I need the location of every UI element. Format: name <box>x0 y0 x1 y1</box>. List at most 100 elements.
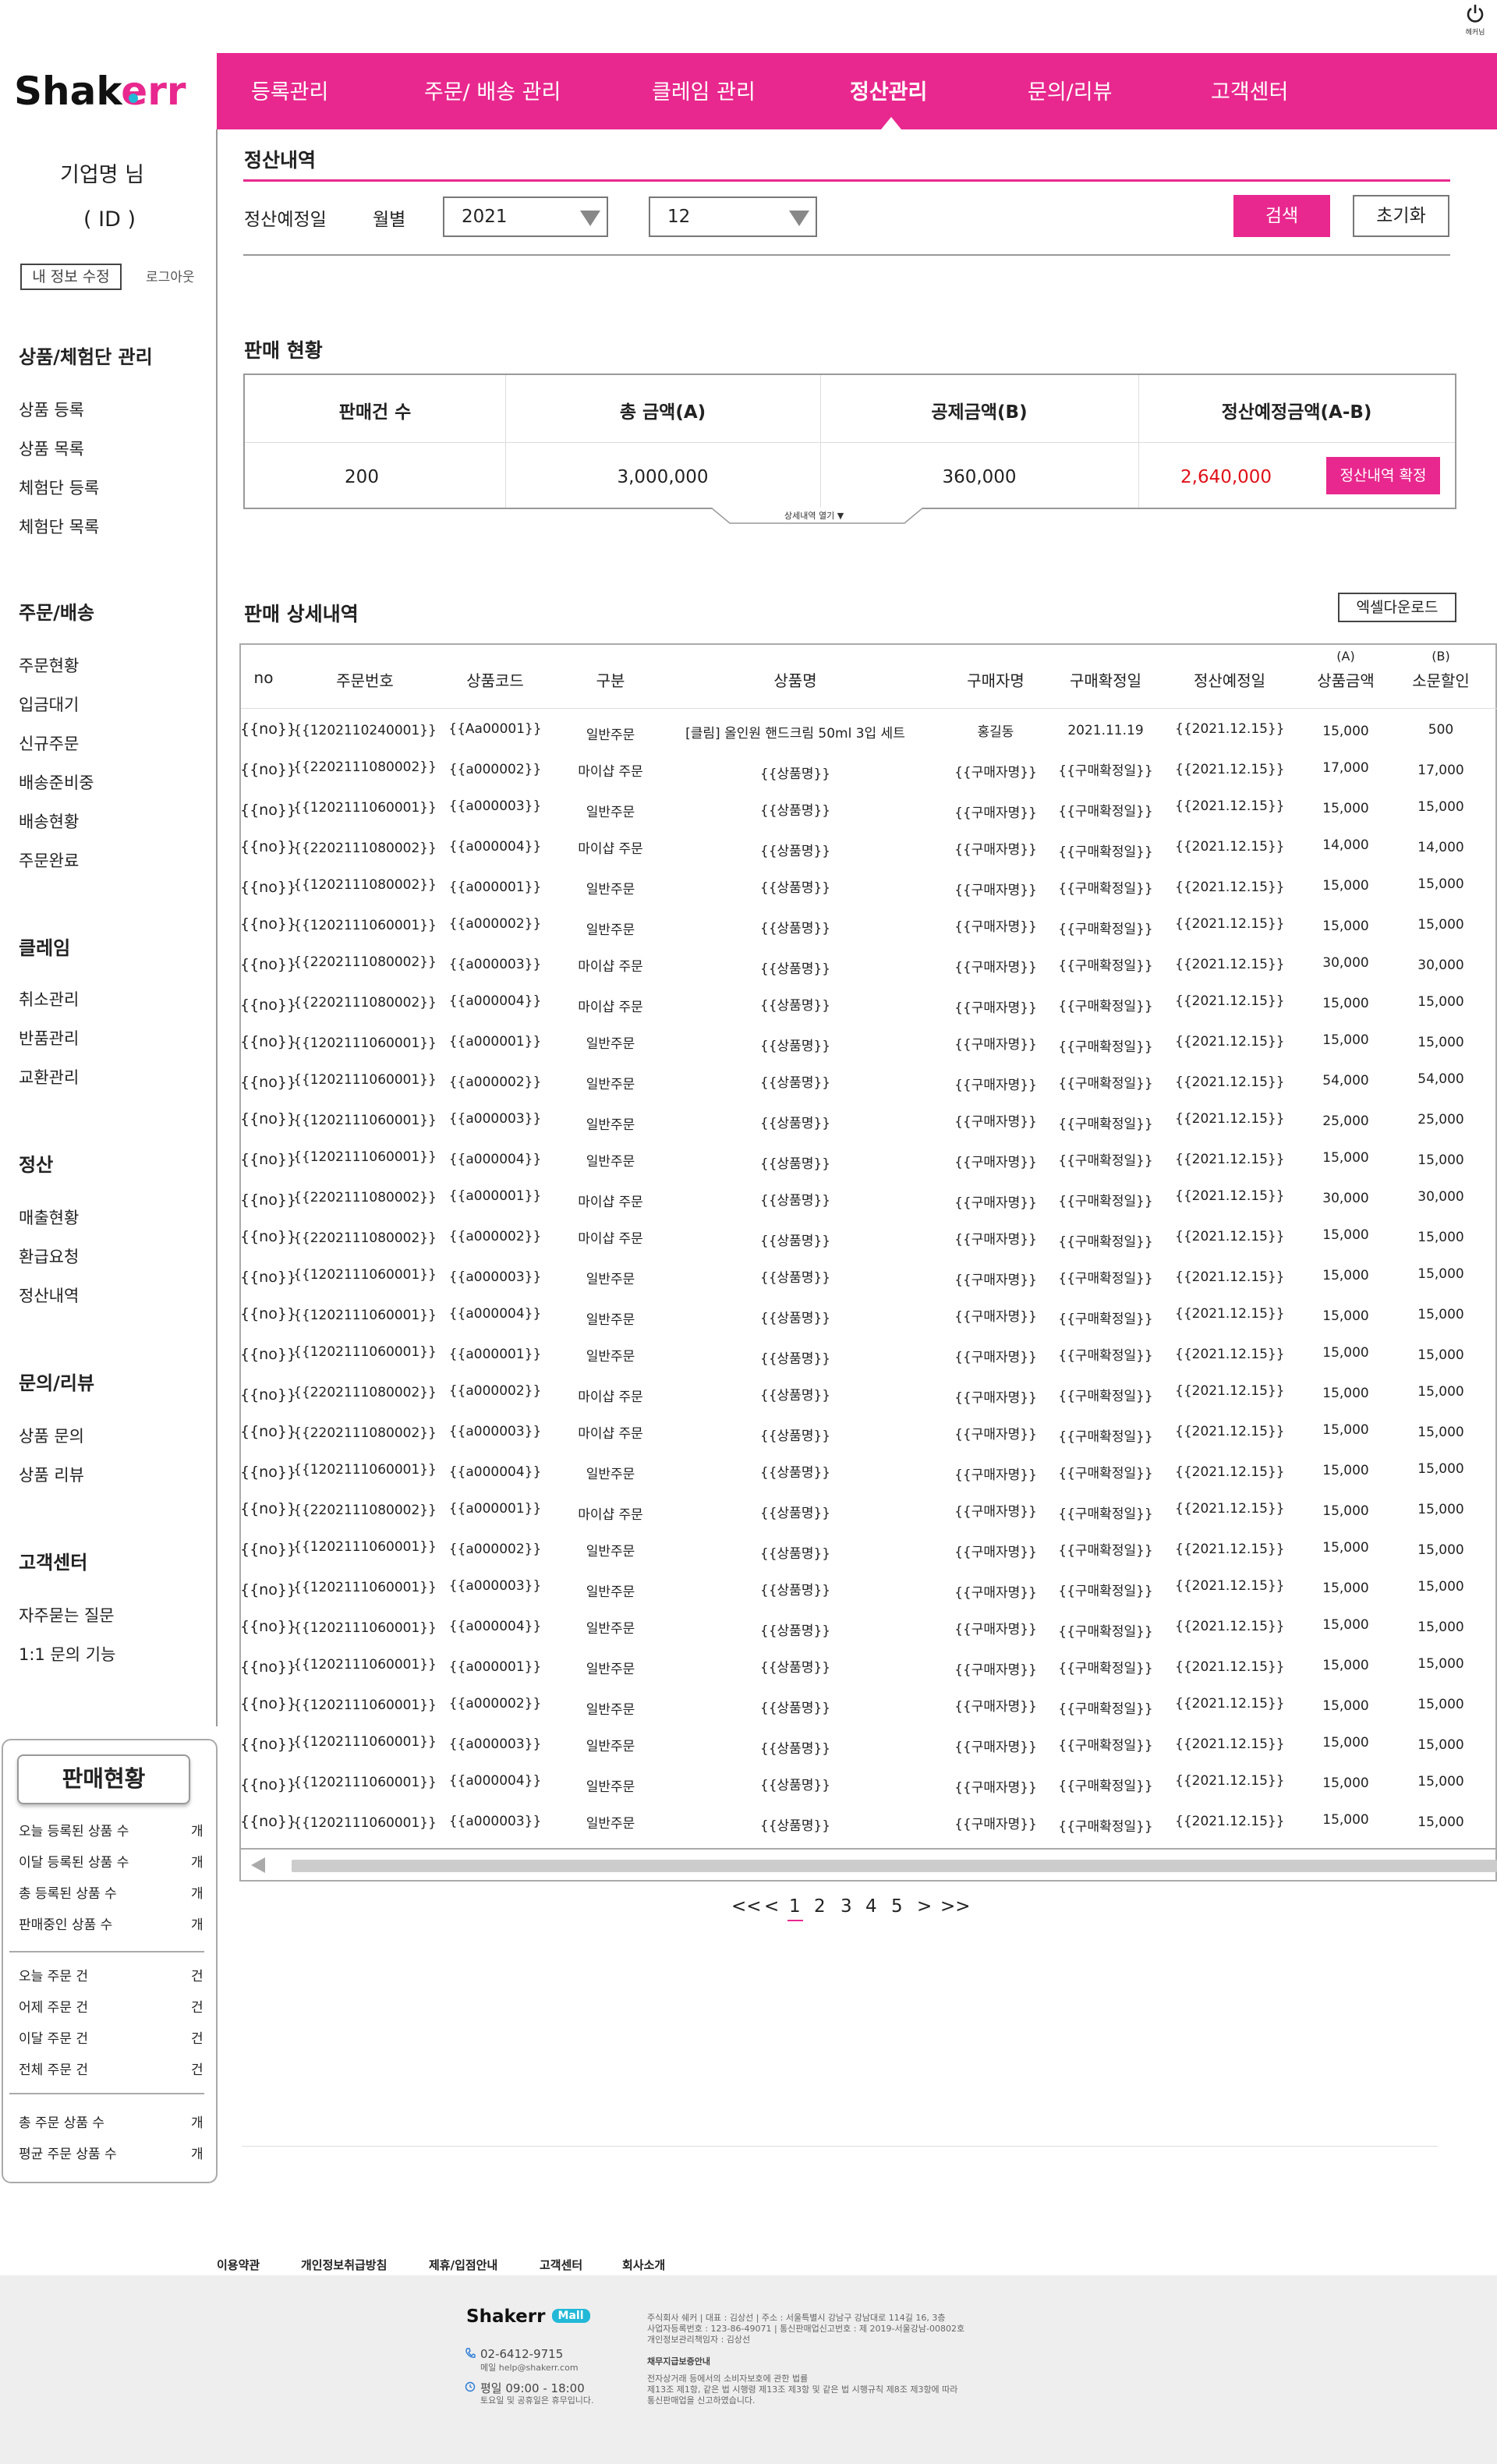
sidebar-item-exchange[interactable]: 교환관리 <box>19 1068 80 1087</box>
cell-discount: 15,000 <box>1417 1425 1464 1440</box>
footer-link-terms[interactable]: 이용약관 <box>217 2258 260 2272</box>
confirm-settlement-button[interactable]: 정산내역 확정 <box>1326 457 1440 494</box>
footer-hours: 평일 09:00 - 18:00 <box>480 2381 585 2395</box>
divider <box>245 442 1455 443</box>
sidebar-item-refund-request[interactable]: 환급요청 <box>19 1248 80 1266</box>
logout-link[interactable]: 로그아웃 <box>146 270 195 285</box>
sidebar-item-product-list[interactable]: 상품 목록 <box>19 440 84 458</box>
cell-discount: 25,000 <box>1417 1112 1464 1128</box>
page-next[interactable]: > <box>917 1896 933 1917</box>
nav-inquiry-review[interactable]: 문의/리뷰 <box>1028 80 1113 104</box>
cell-type: 일반주문 <box>586 1312 635 1328</box>
sidebar-item-order-status[interactable]: 주문현황 <box>19 657 80 675</box>
cell-settle-date: {{2021.12.15}} <box>1175 1306 1285 1322</box>
title-underline <box>243 179 1450 182</box>
cell-product-name: [클림] 올인원 핸드크림 50ml 3입 세트 <box>685 726 905 742</box>
footer-link-partnership[interactable]: 제휴/입점안내 <box>429 2258 498 2272</box>
page-1[interactable]: 1 <box>789 1896 801 1917</box>
footer-link-privacy[interactable]: 개인정보취급방침 <box>301 2258 388 2272</box>
sidebar-item-sales-status[interactable]: 매출현황 <box>19 1209 80 1227</box>
cell-buyer: 홍길동 <box>977 724 1014 740</box>
page-5[interactable]: 5 <box>891 1896 903 1917</box>
sidebar-item-settlement-history[interactable]: 정산내역 <box>19 1287 80 1305</box>
sidebar-item-new-order[interactable]: 신규주문 <box>19 735 80 753</box>
cell-product-code: {{a000004}} <box>448 1306 542 1322</box>
cell-settle-date: {{2021.12.15}} <box>1175 1619 1285 1634</box>
cell-no: {{no}} <box>240 1541 297 1558</box>
sidebar-item-trial-list[interactable]: 체험단 목록 <box>19 518 100 536</box>
cell-product-amount: 15,000 <box>1322 1735 1369 1751</box>
sidebar-item-product-inquiry[interactable]: 상품 문의 <box>19 1427 84 1446</box>
sidebar-item-trial-register[interactable]: 체험단 등록 <box>19 479 100 497</box>
cell-discount: 15,000 <box>1417 1461 1464 1477</box>
cell-product-amount: 15,000 <box>1322 1422 1369 1438</box>
sidebar-item-product-review[interactable]: 상품 리뷰 <box>19 1466 84 1485</box>
cell-type: 마이샵 주문 <box>578 1195 643 1210</box>
horizontal-scrollbar[interactable] <box>241 1848 1497 1881</box>
cell-discount: 15,000 <box>1417 1774 1464 1790</box>
cell-discount: 15,000 <box>1417 1502 1464 1517</box>
page-3[interactable]: 3 <box>841 1896 852 1917</box>
sidebar-item-deposit-wait[interactable]: 입금대기 <box>19 696 80 714</box>
cell-confirm-date: {{구매확정일}} <box>1058 1348 1153 1364</box>
cell-product-amount: 15,000 <box>1322 1032 1369 1048</box>
cell-settle-date: {{2021.12.15}} <box>1175 1464 1285 1480</box>
nav-register[interactable]: 등록관리 <box>251 80 329 104</box>
sidebar-item-order-complete[interactable]: 주문완료 <box>19 851 80 870</box>
edit-profile-button[interactable]: 내 정보 수정 <box>20 264 122 290</box>
page-last[interactable]: >> <box>940 1896 971 1917</box>
cell-type: 마이샵 주문 <box>578 1426 643 1442</box>
search-button[interactable]: 검색 <box>1233 195 1330 237</box>
nav-order-delivery[interactable]: 주문/ 배송 관리 <box>424 80 561 104</box>
cell-type: 일반주문 <box>586 922 635 938</box>
footer-link-customer[interactable]: 고객센터 <box>540 2258 583 2272</box>
logo[interactable]: Shakerr <box>14 64 201 117</box>
excel-download-button[interactable]: 엑셀다운로드 <box>1338 593 1456 622</box>
year-select[interactable]: 2021 <box>443 196 608 237</box>
cell-order-number: {{1202111060001}} <box>293 1149 437 1165</box>
sidebar-item-return[interactable]: 반품관리 <box>19 1029 80 1048</box>
sidebar-item-delivery-status[interactable]: 배송현황 <box>19 812 80 831</box>
cell-product-amount: 15,000 <box>1322 801 1369 816</box>
cell-buyer: {{구매자명}} <box>954 1390 1037 1406</box>
sidebar-item-delivery-prep[interactable]: 배송준비중 <box>19 774 94 792</box>
nav-settlement[interactable]: 정산관리 <box>850 80 928 104</box>
detail-open-tab[interactable] <box>711 508 923 525</box>
cell-buyer: {{구매자명}} <box>954 842 1037 858</box>
cell-product-amount: 15,000 <box>1322 724 1369 739</box>
cell-no: {{no}} <box>240 1659 297 1676</box>
detail-open-label[interactable]: 상세내역 열기 ▼ <box>784 511 844 521</box>
cell-product-name: {{상품명}} <box>759 844 831 859</box>
sidebar-item-product-register[interactable]: 상품 등록 <box>19 401 84 420</box>
nav-customer-center[interactable]: 고객센터 <box>1211 80 1289 104</box>
sidebar-item-one-on-one[interactable]: 1:1 문의 기능 <box>19 1645 116 1664</box>
scroll-thumb[interactable] <box>292 1860 1497 1872</box>
cell-discount: 15,000 <box>1417 1620 1464 1635</box>
cell-product-name: {{상품명}} <box>759 1623 831 1639</box>
sidebar-item-faq[interactable]: 자주묻는 질문 <box>19 1606 115 1625</box>
scroll-left-arrow-icon[interactable] <box>251 1857 265 1873</box>
stat-total-products: 총 등록된 상품 수 <box>19 1886 117 1902</box>
footer-notice-line: 제13조 제1항, 같은 법 시행령 제13조 제3항 및 같은 법 시행규칙 … <box>647 2384 958 2395</box>
page-4[interactable]: 4 <box>865 1896 877 1917</box>
cell-order-number: {{1202111060001}} <box>293 1539 437 1555</box>
month-select[interactable]: 12 <box>649 196 817 237</box>
cell-type: 일반주문 <box>586 1077 635 1092</box>
cell-product-amount: 15,000 <box>1322 1308 1369 1324</box>
cell-no: {{no}} <box>240 1581 297 1598</box>
page-prev[interactable]: < <box>764 1896 780 1917</box>
reset-button[interactable]: 초기화 <box>1353 195 1449 237</box>
cell-confirm-date: {{구매확정일}} <box>1058 763 1153 779</box>
sidebar-item-cancel[interactable]: 취소관리 <box>19 990 80 1009</box>
logout-power-button[interactable]: 헤커님 <box>1461 3 1489 41</box>
cell-product-code: {{a000004}} <box>448 993 542 1009</box>
current-page-indicator <box>787 1920 803 1921</box>
footer-logo: Shakerr Mall <box>466 2306 591 2330</box>
page-2[interactable]: 2 <box>814 1896 826 1917</box>
cell-settle-date: {{2021.12.15}} <box>1175 1152 1285 1167</box>
nav-claim[interactable]: 클레임 관리 <box>652 80 756 104</box>
page-first[interactable]: << <box>731 1896 762 1917</box>
cell-product-code: {{a000001}} <box>448 1347 542 1362</box>
stat-unit: 건 <box>191 2000 203 2016</box>
footer-link-about[interactable]: 회사소개 <box>622 2258 666 2272</box>
